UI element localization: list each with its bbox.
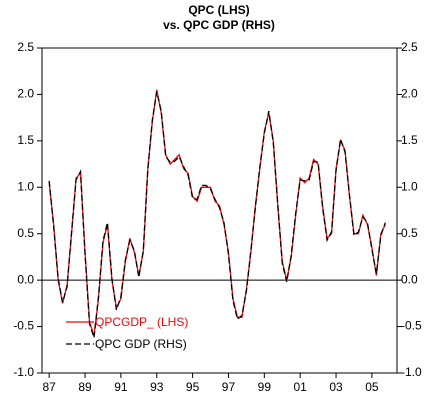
x-tick-label: 97 xyxy=(222,380,236,394)
x-tick-label: 93 xyxy=(150,380,164,394)
y2-tick-label: -1.0 xyxy=(401,365,422,379)
x-tick-label: 03 xyxy=(329,380,343,394)
y-tick-label: 2.5 xyxy=(17,40,34,54)
y2-tick-label: -0.5 xyxy=(401,319,422,333)
chart-title: QPC (LHS) xyxy=(188,3,249,17)
legend-label: QPC GDP (RHS) xyxy=(95,337,187,351)
series-line xyxy=(48,89,386,337)
x-tick-label: 01 xyxy=(294,380,308,394)
chart-subtitle: vs. QPC GDP (RHS) xyxy=(163,18,275,32)
legend-label: QPCGDP_ (LHS) xyxy=(95,315,188,329)
y2-tick-label: 2.5 xyxy=(401,40,418,54)
x-tick-label: 91 xyxy=(114,380,128,394)
y-tick-label: -0.5 xyxy=(13,319,34,333)
y2-tick-label: 1.5 xyxy=(401,133,418,147)
y-tick-label: 0.0 xyxy=(17,272,34,286)
y2-tick-label: 0.0 xyxy=(401,272,418,286)
x-tick-label: 99 xyxy=(258,380,272,394)
plot-area xyxy=(41,47,398,374)
y2-tick-label: 1.0 xyxy=(401,179,418,193)
x-tick-label: 87 xyxy=(42,380,56,394)
y-tick-label: -1.0 xyxy=(13,365,34,379)
series-line xyxy=(48,91,386,338)
y2-tick-label: 0.5 xyxy=(401,226,418,240)
y-tick-label: 1.5 xyxy=(17,133,34,147)
y-tick-label: 0.5 xyxy=(17,226,34,240)
y2-tick-label: 2.0 xyxy=(401,87,418,101)
x-tick-label: 95 xyxy=(186,380,200,394)
y-tick-label: 1.0 xyxy=(17,179,34,193)
x-tick-label: 89 xyxy=(78,380,92,394)
x-tick-label: 05 xyxy=(365,380,379,394)
y-tick-label: 2.0 xyxy=(17,87,34,101)
